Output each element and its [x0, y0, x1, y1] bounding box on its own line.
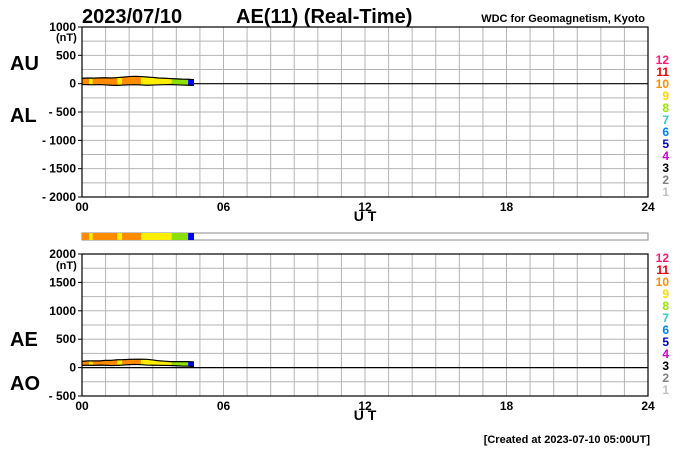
band-segment [188, 79, 195, 86]
legend-number-3: 3 [662, 359, 669, 373]
legend-number-7: 7 [662, 311, 669, 325]
ae-series-line [81, 358, 195, 363]
band-segment [82, 360, 90, 366]
y-tick-label: 1500 [49, 275, 76, 289]
station-bar-segment [140, 233, 172, 240]
legend-number-5: 5 [662, 137, 669, 151]
y-tick-label: 0 [69, 361, 76, 375]
al-label: AL [10, 105, 37, 127]
legend-number-1: 1 [662, 383, 669, 397]
x-tick-label: 18 [500, 200, 514, 214]
y-tick-label: - 2000 [42, 190, 76, 204]
station-bar-segment [89, 233, 93, 240]
x-tick-label: 24 [641, 399, 655, 413]
x-tick-label: 00 [75, 399, 89, 413]
station-bar-segment [171, 233, 189, 240]
legend-number-10: 10 [656, 275, 670, 289]
legend-number-7: 7 [662, 113, 669, 127]
legend-number-1: 1 [662, 185, 669, 199]
station-bar-segment [188, 233, 195, 240]
y-tick-label: - 1000 [42, 133, 76, 147]
y-tick-label: - 1500 [42, 162, 76, 176]
y-tick-label: 0 [69, 77, 76, 91]
legend-number-11: 11 [656, 263, 669, 277]
legend-number-6: 6 [662, 125, 669, 139]
band-segment [82, 78, 90, 85]
x-tick-label: 06 [217, 200, 231, 214]
ao-label: AO [10, 373, 40, 395]
band-segment [117, 359, 123, 366]
band-segment [188, 361, 195, 367]
y-tick-label: 500 [56, 48, 76, 62]
legend-number-8: 8 [662, 101, 669, 115]
band-segment [171, 78, 189, 86]
legend-number-12: 12 [656, 53, 670, 67]
y-tick-label: - 500 [49, 389, 77, 403]
al-series-line [81, 83, 195, 86]
band-segment [89, 78, 93, 85]
station-bar-segment [82, 233, 90, 240]
station-bar-segment [122, 233, 141, 240]
ae-label: AE [10, 329, 38, 351]
legend-number-11: 11 [656, 65, 669, 79]
au-label: AU [10, 53, 39, 75]
panel2-x-axis-label: U T [354, 407, 377, 423]
legend-number-10: 10 [656, 77, 670, 91]
legend-number-2: 2 [662, 371, 669, 385]
legend-number-9: 9 [662, 287, 669, 301]
y-tick-label: 500 [56, 332, 76, 346]
legend-number-4: 4 [662, 149, 669, 163]
band-segment [171, 361, 189, 367]
chart-title: AE(11) (Real-Time) [236, 6, 412, 28]
y-tick-label: 2000 [49, 247, 76, 261]
x-tick-label: 12 [358, 399, 372, 413]
legend-number-3: 3 [662, 161, 669, 175]
chart-date: 2023/07/10 [82, 6, 182, 28]
legend-number-5: 5 [662, 335, 669, 349]
panel1-unit-label: (nT) [56, 32, 77, 44]
panel2-unit-label: (nT) [56, 260, 77, 272]
y-tick-label: 1000 [49, 20, 76, 34]
legend-number-2: 2 [662, 173, 669, 187]
y-tick-label: 1000 [49, 304, 76, 318]
ao-series-line [81, 363, 195, 368]
legend-number-6: 6 [662, 323, 669, 337]
legend-number-4: 4 [662, 347, 669, 361]
band-segment [117, 77, 123, 86]
y-tick-label: - 500 [49, 105, 77, 119]
panel1-x-axis-label: U T [354, 208, 377, 224]
x-tick-label: 06 [217, 399, 231, 413]
legend-number-9: 9 [662, 89, 669, 103]
institution-label: WDC for Geomagnetism, Kyoto [481, 13, 645, 25]
legend-number-8: 8 [662, 299, 669, 313]
created-timestamp: [Created at 2023-07-10 05:00UT] [484, 434, 651, 446]
band-segment [122, 76, 141, 86]
plot-frame [81, 253, 649, 397]
band-segment [89, 360, 93, 366]
station-bar-segment [92, 233, 118, 240]
legend-number-12: 12 [656, 251, 670, 265]
band-segment [140, 359, 172, 366]
band-segment [92, 77, 118, 86]
au-series-line [81, 75, 195, 81]
station-count-bar [81, 232, 649, 241]
x-tick-label: 00 [75, 200, 89, 214]
x-tick-label: 12 [358, 200, 372, 214]
band-segment [122, 359, 141, 366]
x-tick-label: 24 [641, 200, 655, 214]
x-tick-label: 18 [500, 399, 514, 413]
station-bar-segment [117, 233, 123, 240]
